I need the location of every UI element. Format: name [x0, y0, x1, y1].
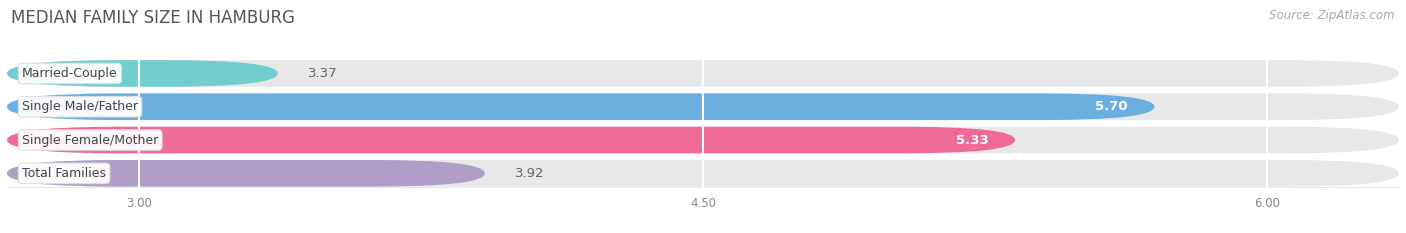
FancyBboxPatch shape — [7, 60, 1399, 87]
Text: Single Female/Mother: Single Female/Mother — [22, 134, 159, 147]
FancyBboxPatch shape — [7, 160, 1399, 187]
FancyBboxPatch shape — [7, 127, 1399, 153]
FancyBboxPatch shape — [7, 127, 1015, 153]
Text: 5.33: 5.33 — [956, 134, 988, 147]
Text: Single Male/Father: Single Male/Father — [22, 100, 138, 113]
Text: Source: ZipAtlas.com: Source: ZipAtlas.com — [1270, 9, 1395, 22]
Text: 3.92: 3.92 — [515, 167, 544, 180]
FancyBboxPatch shape — [7, 160, 485, 187]
Text: MEDIAN FAMILY SIZE IN HAMBURG: MEDIAN FAMILY SIZE IN HAMBURG — [11, 9, 295, 27]
Text: Total Families: Total Families — [22, 167, 105, 180]
FancyBboxPatch shape — [7, 93, 1154, 120]
Text: 3.37: 3.37 — [308, 67, 337, 80]
FancyBboxPatch shape — [7, 93, 1399, 120]
FancyBboxPatch shape — [7, 60, 278, 87]
Text: 5.70: 5.70 — [1095, 100, 1128, 113]
Text: Married-Couple: Married-Couple — [22, 67, 118, 80]
